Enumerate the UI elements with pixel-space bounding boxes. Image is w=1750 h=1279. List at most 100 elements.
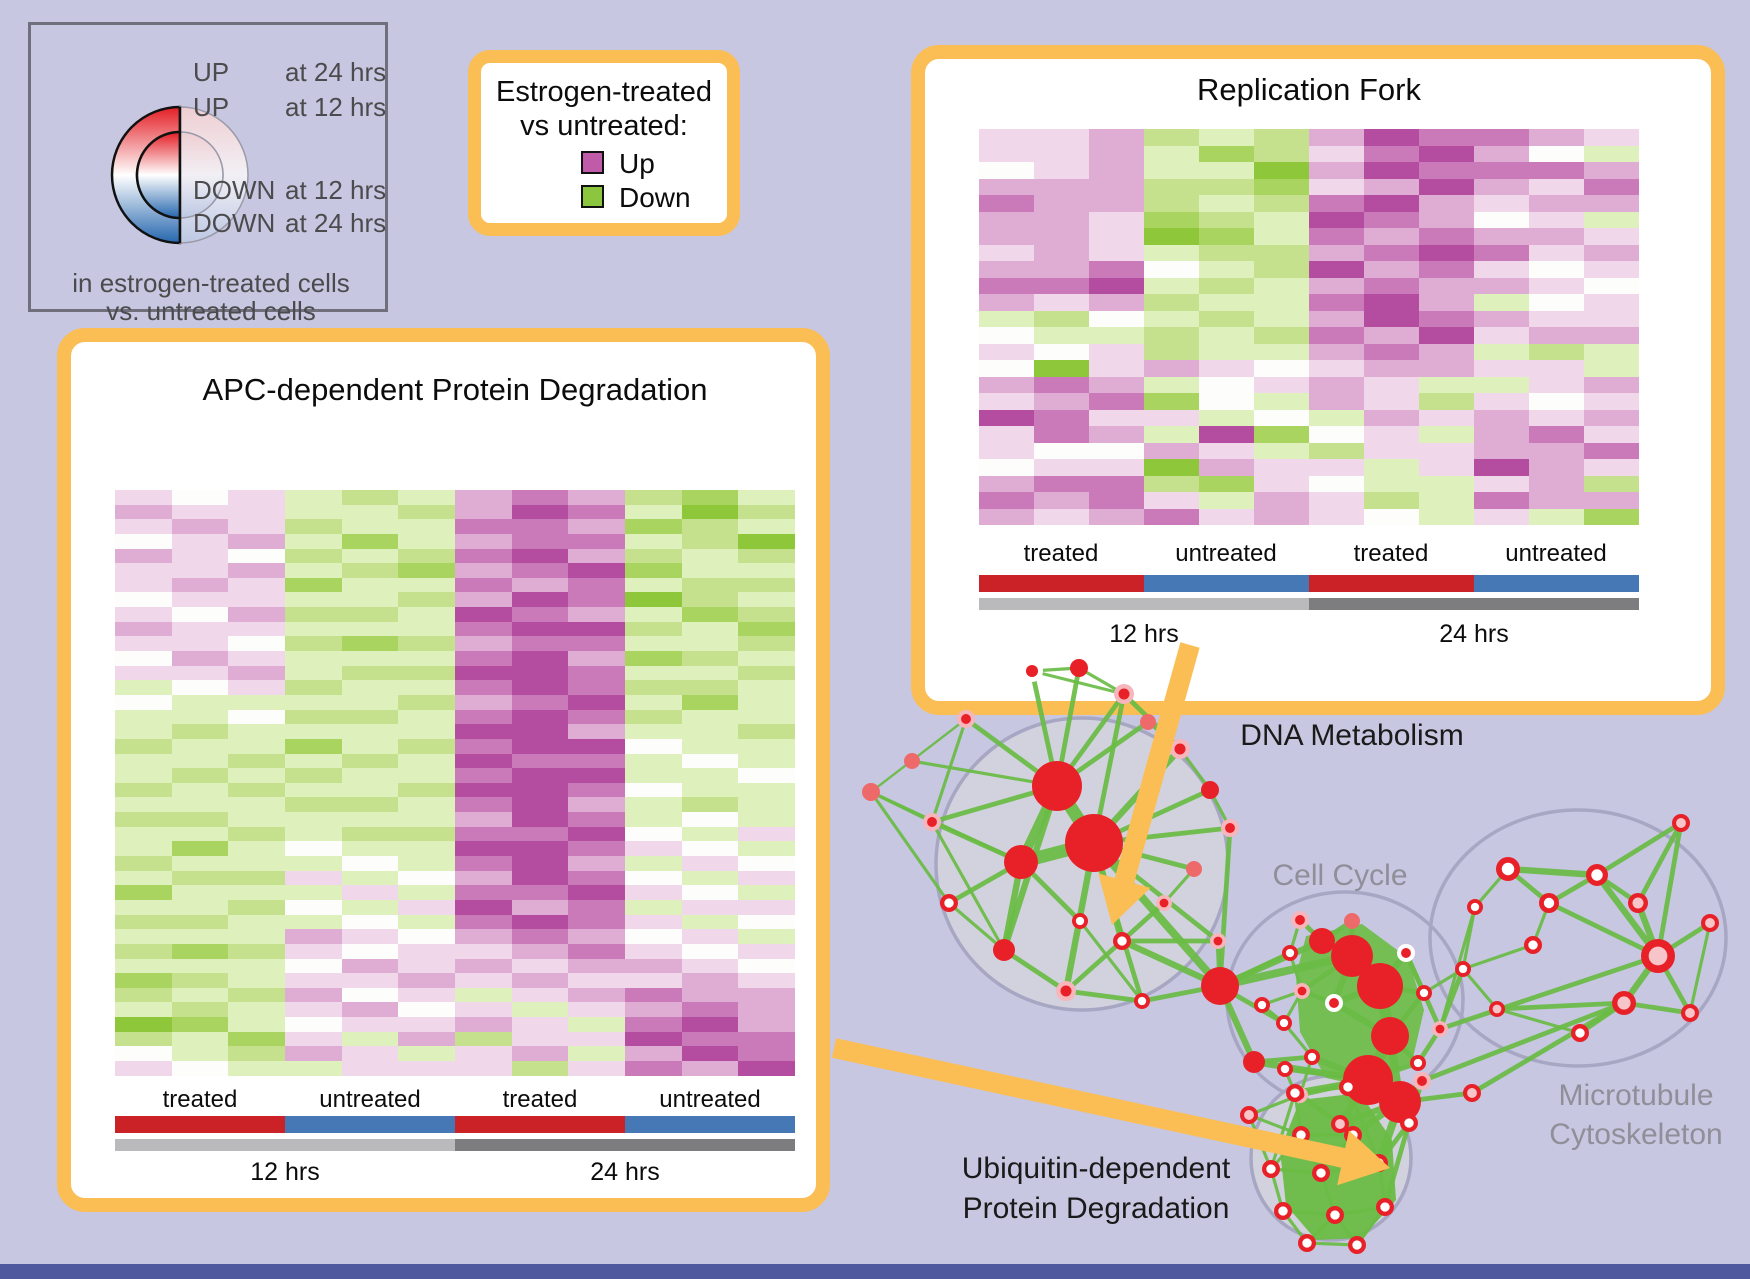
network-node-s <box>1309 928 1335 954</box>
network-edge <box>1546 900 1661 959</box>
network-node-rw <box>1279 1018 1289 1028</box>
network-node-s <box>1357 963 1403 1009</box>
network-edge <box>1594 820 1684 878</box>
key-time-down-12: at 12 hrs <box>285 175 387 205</box>
network-edge <box>1001 947 1069 994</box>
rf-group-label-4: untreated <box>1505 540 1607 567</box>
network-node-rw <box>1302 1238 1312 1248</box>
down-swatch-icon <box>581 185 604 208</box>
network-node-s <box>993 939 1015 961</box>
network-node-hw <box>1401 948 1411 958</box>
rf-group-label-2: untreated <box>1175 540 1277 567</box>
rf-24hrs-bar <box>1309 598 1639 610</box>
callout-arrow-1 <box>1098 642 1200 925</box>
network-edge <box>1419 1000 1627 1084</box>
key-dir-up-12: UP <box>193 92 230 122</box>
network-node-s <box>1201 781 1219 799</box>
network-node-rp <box>1632 897 1644 909</box>
key-dir-down-12: DOWN <box>193 175 276 205</box>
footer-strip <box>0 1264 1750 1279</box>
network-edge <box>1382 1120 1412 1210</box>
network-edge <box>1030 669 1126 696</box>
key-dir-down-24: DOWN <box>193 208 276 238</box>
network-node-rw <box>1257 1000 1267 1010</box>
network-node-s <box>1379 1081 1421 1123</box>
network-edge <box>1495 1007 1582 1035</box>
apc-untreated-bar-1 <box>285 1116 455 1133</box>
network-edge <box>1655 820 1684 959</box>
network-node-hp <box>961 714 971 724</box>
network-node-rw <box>1404 1118 1414 1128</box>
network-node-hp <box>1174 743 1186 755</box>
replication-fork-heatmap <box>979 129 1639 525</box>
network-node-rw <box>944 898 954 908</box>
apc-group-label-4: untreated <box>659 1086 761 1113</box>
estrogen-legend-panel: Estrogen-treated vs untreated: Up Down <box>468 50 740 236</box>
key-time-down-24: at 24 hrs <box>285 208 387 238</box>
network-edge <box>1504 865 1601 879</box>
network-node-rp <box>1617 996 1631 1010</box>
network-node-rw <box>1352 1240 1362 1250</box>
estrogen-legend-title-line2: vs untreated: <box>520 110 688 142</box>
network-node-rw <box>1278 1206 1288 1216</box>
rf-24hrs-label: 24 hrs <box>1439 620 1509 648</box>
network-node-hp <box>1295 915 1305 925</box>
network-node-rw <box>1266 1164 1276 1174</box>
estrogen-legend-title-line1: Estrogen-treated <box>495 76 712 108</box>
network-edge <box>930 717 968 824</box>
network-edge <box>1461 943 1535 971</box>
network-node-rp <box>1685 1008 1695 1018</box>
network-node-hp <box>1435 1024 1445 1034</box>
network-node-s <box>1201 967 1239 1005</box>
key-footer-line1: in estrogen-treated cells <box>72 268 350 298</box>
network-node-s <box>1331 935 1373 977</box>
network-node-s <box>1371 1017 1409 1055</box>
network-edge <box>869 717 968 794</box>
apc-heatmap <box>115 490 795 1076</box>
rf-12hrs-label: 12 hrs <box>1109 620 1179 648</box>
apc-treated-bar-2 <box>455 1116 625 1133</box>
key-time-24: at 24 hrs <box>285 57 387 87</box>
network-node-s <box>1065 814 1123 872</box>
up-label: Up <box>619 148 655 179</box>
network-node-rw <box>1290 1088 1300 1098</box>
network-node-hw <box>1025 664 1039 678</box>
network-node-rw <box>1280 1064 1290 1074</box>
network-label-3: Cytoskeleton <box>1549 1118 1723 1151</box>
network-node-s <box>1343 1055 1393 1105</box>
network-node-s <box>1032 761 1082 811</box>
network-node-hw <box>1329 998 1339 1008</box>
network-edge <box>947 901 1006 952</box>
network-node-rw <box>1307 1052 1317 1062</box>
network-edge <box>1688 921 1712 1015</box>
key-time-12: at 12 hrs <box>285 92 387 122</box>
network-label-4: Ubiquitin-dependent <box>961 1152 1231 1185</box>
network-edge <box>1063 988 1145 1004</box>
network-edge <box>1078 919 1144 1003</box>
network-node-rw <box>1075 916 1085 926</box>
network-node-f <box>1140 714 1156 730</box>
network-label-0: DNA Metabolism <box>1240 719 1464 752</box>
down-label: Down <box>619 182 691 213</box>
network-label-1: Cell Cycle <box>1272 859 1408 892</box>
network-edge <box>1217 825 1233 989</box>
network-node-rp <box>1244 1110 1254 1120</box>
network-edge <box>869 790 951 905</box>
network-edge <box>1269 1091 1297 1171</box>
network-node-hp <box>1213 936 1223 946</box>
network-node-rp <box>1705 918 1715 928</box>
network-node-rw <box>1137 996 1147 1006</box>
network-edge <box>1063 938 1125 994</box>
network-node-rw <box>1117 936 1127 946</box>
rf-treated-bar-2 <box>1309 575 1474 592</box>
rf-untreated-bar-1 <box>1144 575 1309 592</box>
network-node-rw <box>1458 964 1468 974</box>
network-edge <box>1635 820 1684 906</box>
network-edge <box>930 820 1006 952</box>
network-node-f <box>1186 861 1202 877</box>
network-node-hp <box>927 817 937 827</box>
rf-treated-bar-1 <box>979 575 1144 592</box>
network-edge <box>1461 967 1499 1011</box>
apc-group-label-2: untreated <box>319 1086 421 1113</box>
